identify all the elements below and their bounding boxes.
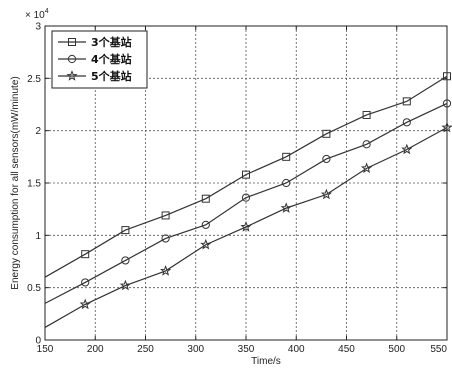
x-tick-label: 350 xyxy=(238,344,255,355)
data-point-circle xyxy=(282,178,291,188)
data-point-square xyxy=(402,97,411,106)
legend-item: 5个基站 xyxy=(58,69,132,83)
x-tick-label: 400 xyxy=(288,344,305,355)
series-line xyxy=(44,127,448,328)
legend-item: 3个基站 xyxy=(58,35,132,49)
x-tick-label: 450 xyxy=(338,344,355,355)
data-point-circle xyxy=(201,220,210,229)
data-point-square xyxy=(282,152,291,161)
data-point-circle xyxy=(402,118,411,127)
data-point-star xyxy=(360,162,373,174)
axes: 150 200 250 300 350 400 450 500 550 0 0.5 1 1.5 2 2.5 3 xyxy=(27,22,448,355)
legend-marker-star xyxy=(66,70,78,81)
data-point-circle xyxy=(241,193,251,202)
data-point-circle xyxy=(81,278,90,287)
y-axis-exponent: × 104 xyxy=(25,8,49,21)
series-line xyxy=(44,102,448,304)
data-point-circle xyxy=(442,99,452,108)
x-tick-label: 200 xyxy=(87,344,104,355)
series-2 xyxy=(44,99,452,304)
y-tick-label: 1 xyxy=(35,231,41,242)
legend: 3个基站 4个基站 5个基站 xyxy=(51,30,148,89)
data-point-square xyxy=(443,72,451,81)
legend-marker-square xyxy=(68,38,76,46)
exponent-base: × 10 xyxy=(25,10,45,21)
data-point-star xyxy=(119,279,132,291)
data-point-circle xyxy=(161,234,170,243)
x-tick-label: 500 xyxy=(388,344,405,355)
data-point-square xyxy=(242,170,250,179)
data-point-square xyxy=(322,129,331,138)
legend-item: 4个基站 xyxy=(58,52,132,66)
data-point-square xyxy=(362,110,371,119)
data-point-circle xyxy=(322,154,331,164)
data-point-square xyxy=(121,226,130,235)
y-axis-title: Energy consumption for all sensors(mW/mi… xyxy=(10,76,21,289)
y-tick-label: 2.5 xyxy=(27,74,41,85)
data-point-star xyxy=(79,298,91,310)
series-line xyxy=(44,75,448,278)
series-1 xyxy=(44,72,451,278)
x-axis-title: Time/s xyxy=(251,356,281,367)
x-tick-label: 550 xyxy=(430,344,447,355)
y-tick-label: 3 xyxy=(35,22,41,33)
data-point-circle xyxy=(362,140,371,149)
data-point-square xyxy=(201,194,210,203)
data-point-star xyxy=(240,221,252,232)
data-point-star xyxy=(320,188,333,200)
data-point-star xyxy=(159,265,172,276)
data-point-square xyxy=(161,211,170,220)
legend-label: 3个基站 xyxy=(91,35,132,49)
y-tick-label: 0 xyxy=(35,336,41,347)
exponent-power: 4 xyxy=(45,8,49,15)
legend-label: 5个基站 xyxy=(91,69,132,83)
y-tick-label: 2 xyxy=(35,126,41,137)
data-point-circle xyxy=(121,256,130,265)
data-point-star xyxy=(280,202,292,213)
legend-marker-circle xyxy=(67,54,77,64)
series-3 xyxy=(44,121,452,328)
y-tick-label: 1.5 xyxy=(27,179,41,190)
data-point-star xyxy=(200,238,212,250)
x-tick-label: 250 xyxy=(137,344,154,355)
series-group xyxy=(44,72,452,328)
data-point-square xyxy=(81,250,90,259)
data-point-star xyxy=(401,143,413,155)
legend-label: 4个基站 xyxy=(91,52,132,66)
y-tick-label: 0.5 xyxy=(27,283,41,294)
x-tick-label: 300 xyxy=(187,344,204,355)
x-tick-label: 150 xyxy=(37,344,54,355)
data-point-star xyxy=(441,121,452,133)
